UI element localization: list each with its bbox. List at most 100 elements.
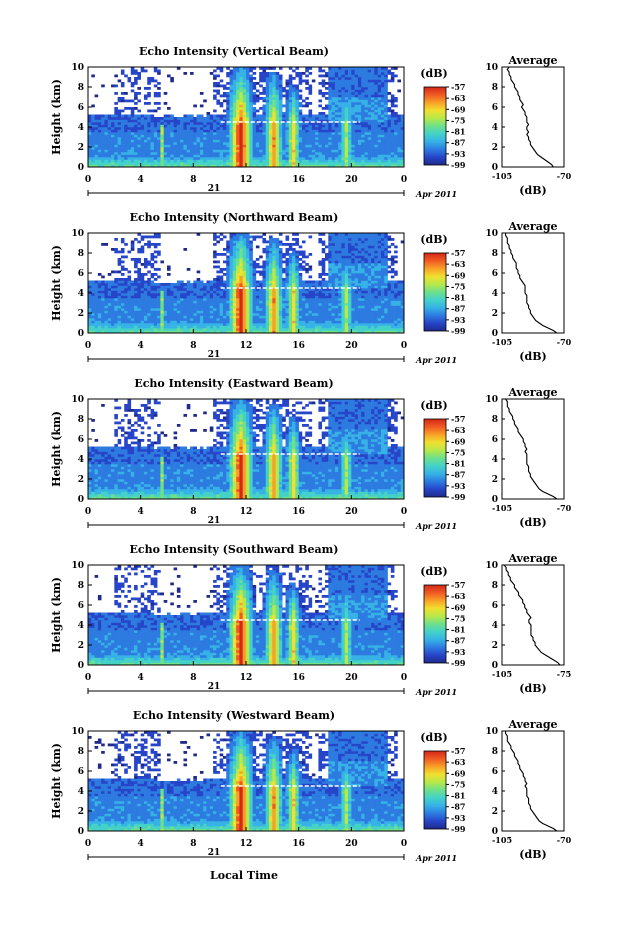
echo-cell [246, 137, 250, 140]
echo-cell [120, 159, 125, 163]
echo-cell [127, 107, 132, 110]
echo-cell [88, 157, 92, 160]
echo-cell [269, 238, 273, 241]
echo-cell [117, 263, 122, 266]
echo-cell [275, 275, 280, 279]
echo-cell [285, 117, 290, 120]
echo-cell [269, 144, 273, 148]
echo-cell [265, 258, 270, 261]
echo-cell [239, 328, 244, 331]
echo-cell [97, 164, 102, 168]
echo-cell [140, 149, 145, 153]
echo-cell [321, 117, 326, 120]
echo-cell [147, 315, 151, 319]
echo-cell [213, 303, 217, 306]
echo-cell [341, 159, 346, 163]
echo-cell [216, 303, 220, 306]
echo-cell [272, 107, 276, 110]
echo-cell [361, 162, 365, 165]
echo-cell [246, 132, 250, 135]
echo-cell [124, 164, 128, 168]
echo-cell [104, 288, 109, 291]
echo-cell [265, 303, 270, 306]
echo-cell [262, 104, 267, 108]
echo-cell [163, 119, 168, 123]
echo-cell [364, 79, 369, 83]
echo-cell [272, 72, 276, 75]
echo-cell [120, 318, 125, 321]
echo-cell [285, 139, 290, 143]
echo-cell [242, 107, 247, 110]
echo-cell [255, 164, 260, 168]
echo-cell [111, 137, 115, 140]
echo-cell [150, 295, 155, 299]
x-tick-label: 0 [85, 175, 91, 185]
echo-cell [124, 157, 128, 160]
echo-cell [246, 325, 250, 329]
echo-cell [232, 149, 237, 153]
echo-cell [153, 243, 158, 246]
echo-cell [199, 305, 204, 309]
echo-cell [262, 270, 267, 274]
echo-cell [285, 129, 290, 133]
echo-cell [229, 288, 234, 291]
echo-cell [311, 162, 316, 165]
echo-cell [249, 313, 253, 316]
echo-cell [321, 159, 326, 163]
echo-cell [278, 285, 283, 289]
echo-cell [387, 107, 392, 110]
echo-cell [219, 300, 224, 304]
echo-cell [176, 285, 181, 289]
echo-cell [338, 119, 342, 123]
y-axis-label: Height (km) [50, 79, 63, 155]
echo-cell [262, 318, 267, 321]
echo-cell [249, 119, 253, 123]
echo-cell [265, 139, 270, 143]
echo-cell [183, 144, 188, 148]
echo-cell [229, 69, 234, 73]
echo-cell [278, 159, 283, 163]
x-tick-label: 0 [401, 175, 407, 185]
echo-cell [137, 72, 141, 75]
echo-cell [213, 84, 217, 88]
echo-cell [130, 308, 135, 311]
echo-cell [157, 94, 161, 98]
echo-cell [229, 310, 234, 314]
echo-cell [193, 308, 197, 311]
echo-cell [315, 290, 319, 294]
echo-cell [269, 79, 273, 83]
echo-cell [226, 270, 230, 274]
echo-cell [285, 330, 290, 334]
echo-cell [298, 268, 303, 271]
echo-cell [318, 162, 323, 165]
echo-cell [236, 325, 240, 329]
echo-cell [298, 300, 303, 304]
echo-cell [298, 278, 303, 281]
echo-cell [206, 310, 211, 314]
echo-cell [272, 330, 276, 334]
echo-cell [236, 79, 240, 83]
echo-cell [216, 67, 220, 70]
echo-cell [295, 97, 299, 100]
echo-cell [255, 94, 260, 98]
echo-cell [219, 268, 224, 271]
echo-cell [150, 315, 155, 319]
echo-cell [213, 144, 217, 148]
echo-cell [249, 308, 253, 311]
echo-cell [130, 114, 135, 118]
echo-cell [288, 253, 293, 256]
echo-cell [236, 238, 240, 241]
echo-cell [190, 293, 194, 296]
echo-cell [351, 107, 355, 110]
echo-cell [124, 92, 128, 95]
echo-cell [252, 265, 257, 269]
echo-cell [134, 97, 138, 100]
echo-cell [364, 99, 369, 103]
echo-cell [232, 157, 237, 160]
echo-cell [206, 280, 211, 284]
echo-cell [120, 280, 125, 284]
echo-cell [344, 72, 349, 75]
echo-cell [107, 159, 112, 163]
echo-cell [338, 117, 342, 120]
echo-cell [361, 112, 365, 115]
